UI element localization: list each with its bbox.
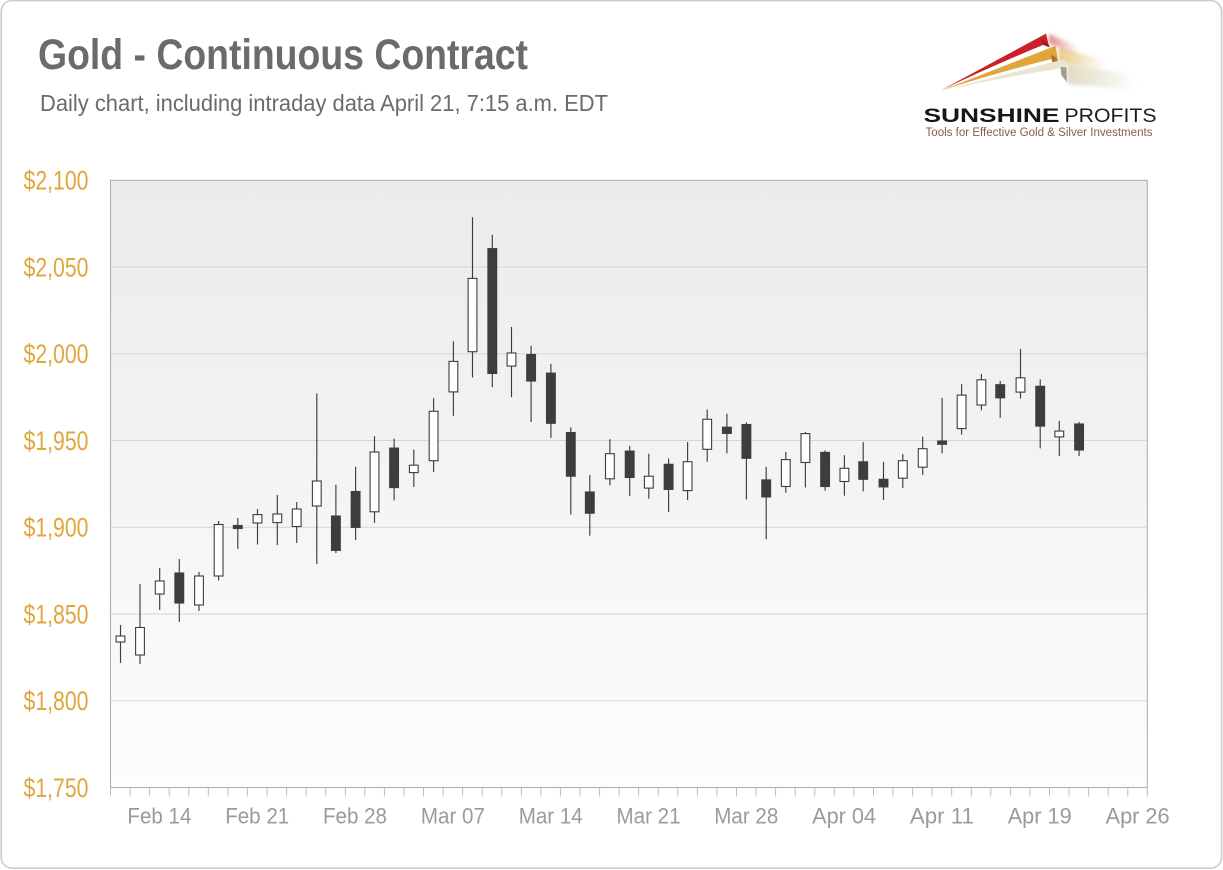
- svg-text:$2,100: $2,100: [24, 166, 89, 196]
- svg-text:Gold - Continuous Contract: Gold - Continuous Contract: [38, 31, 528, 79]
- svg-text:Apr 19: Apr 19: [1008, 804, 1072, 829]
- svg-text:SUNSHINE: SUNSHINE: [924, 105, 1060, 127]
- svg-text:$2,000: $2,000: [24, 339, 89, 369]
- svg-text:Mar 14: Mar 14: [519, 804, 583, 829]
- svg-text:$1,850: $1,850: [24, 599, 89, 629]
- svg-text:$1,950: $1,950: [24, 426, 89, 456]
- svg-text:Apr 11: Apr 11: [910, 804, 974, 829]
- svg-text:PROFITS: PROFITS: [1065, 105, 1157, 127]
- svg-text:Apr 26: Apr 26: [1106, 804, 1170, 829]
- svg-text:$1,750: $1,750: [24, 773, 89, 803]
- svg-text:Apr 04: Apr 04: [812, 804, 876, 829]
- svg-text:$2,050: $2,050: [24, 252, 89, 282]
- svg-text:Tools for Effective Gold & Sil: Tools for Effective Gold & Silver Invest…: [926, 125, 1153, 139]
- svg-text:Feb 14: Feb 14: [127, 804, 191, 829]
- svg-text:$1,800: $1,800: [24, 686, 89, 716]
- svg-text:Daily chart, including intrada: Daily chart, including intraday data Apr…: [40, 90, 608, 116]
- svg-text:Mar 28: Mar 28: [714, 804, 778, 829]
- svg-text:Feb 28: Feb 28: [323, 804, 387, 829]
- svg-text:Mar 07: Mar 07: [421, 804, 485, 829]
- svg-text:$1,900: $1,900: [24, 513, 89, 543]
- svg-text:Mar 21: Mar 21: [617, 804, 681, 829]
- svg-text:Feb 21: Feb 21: [225, 804, 289, 829]
